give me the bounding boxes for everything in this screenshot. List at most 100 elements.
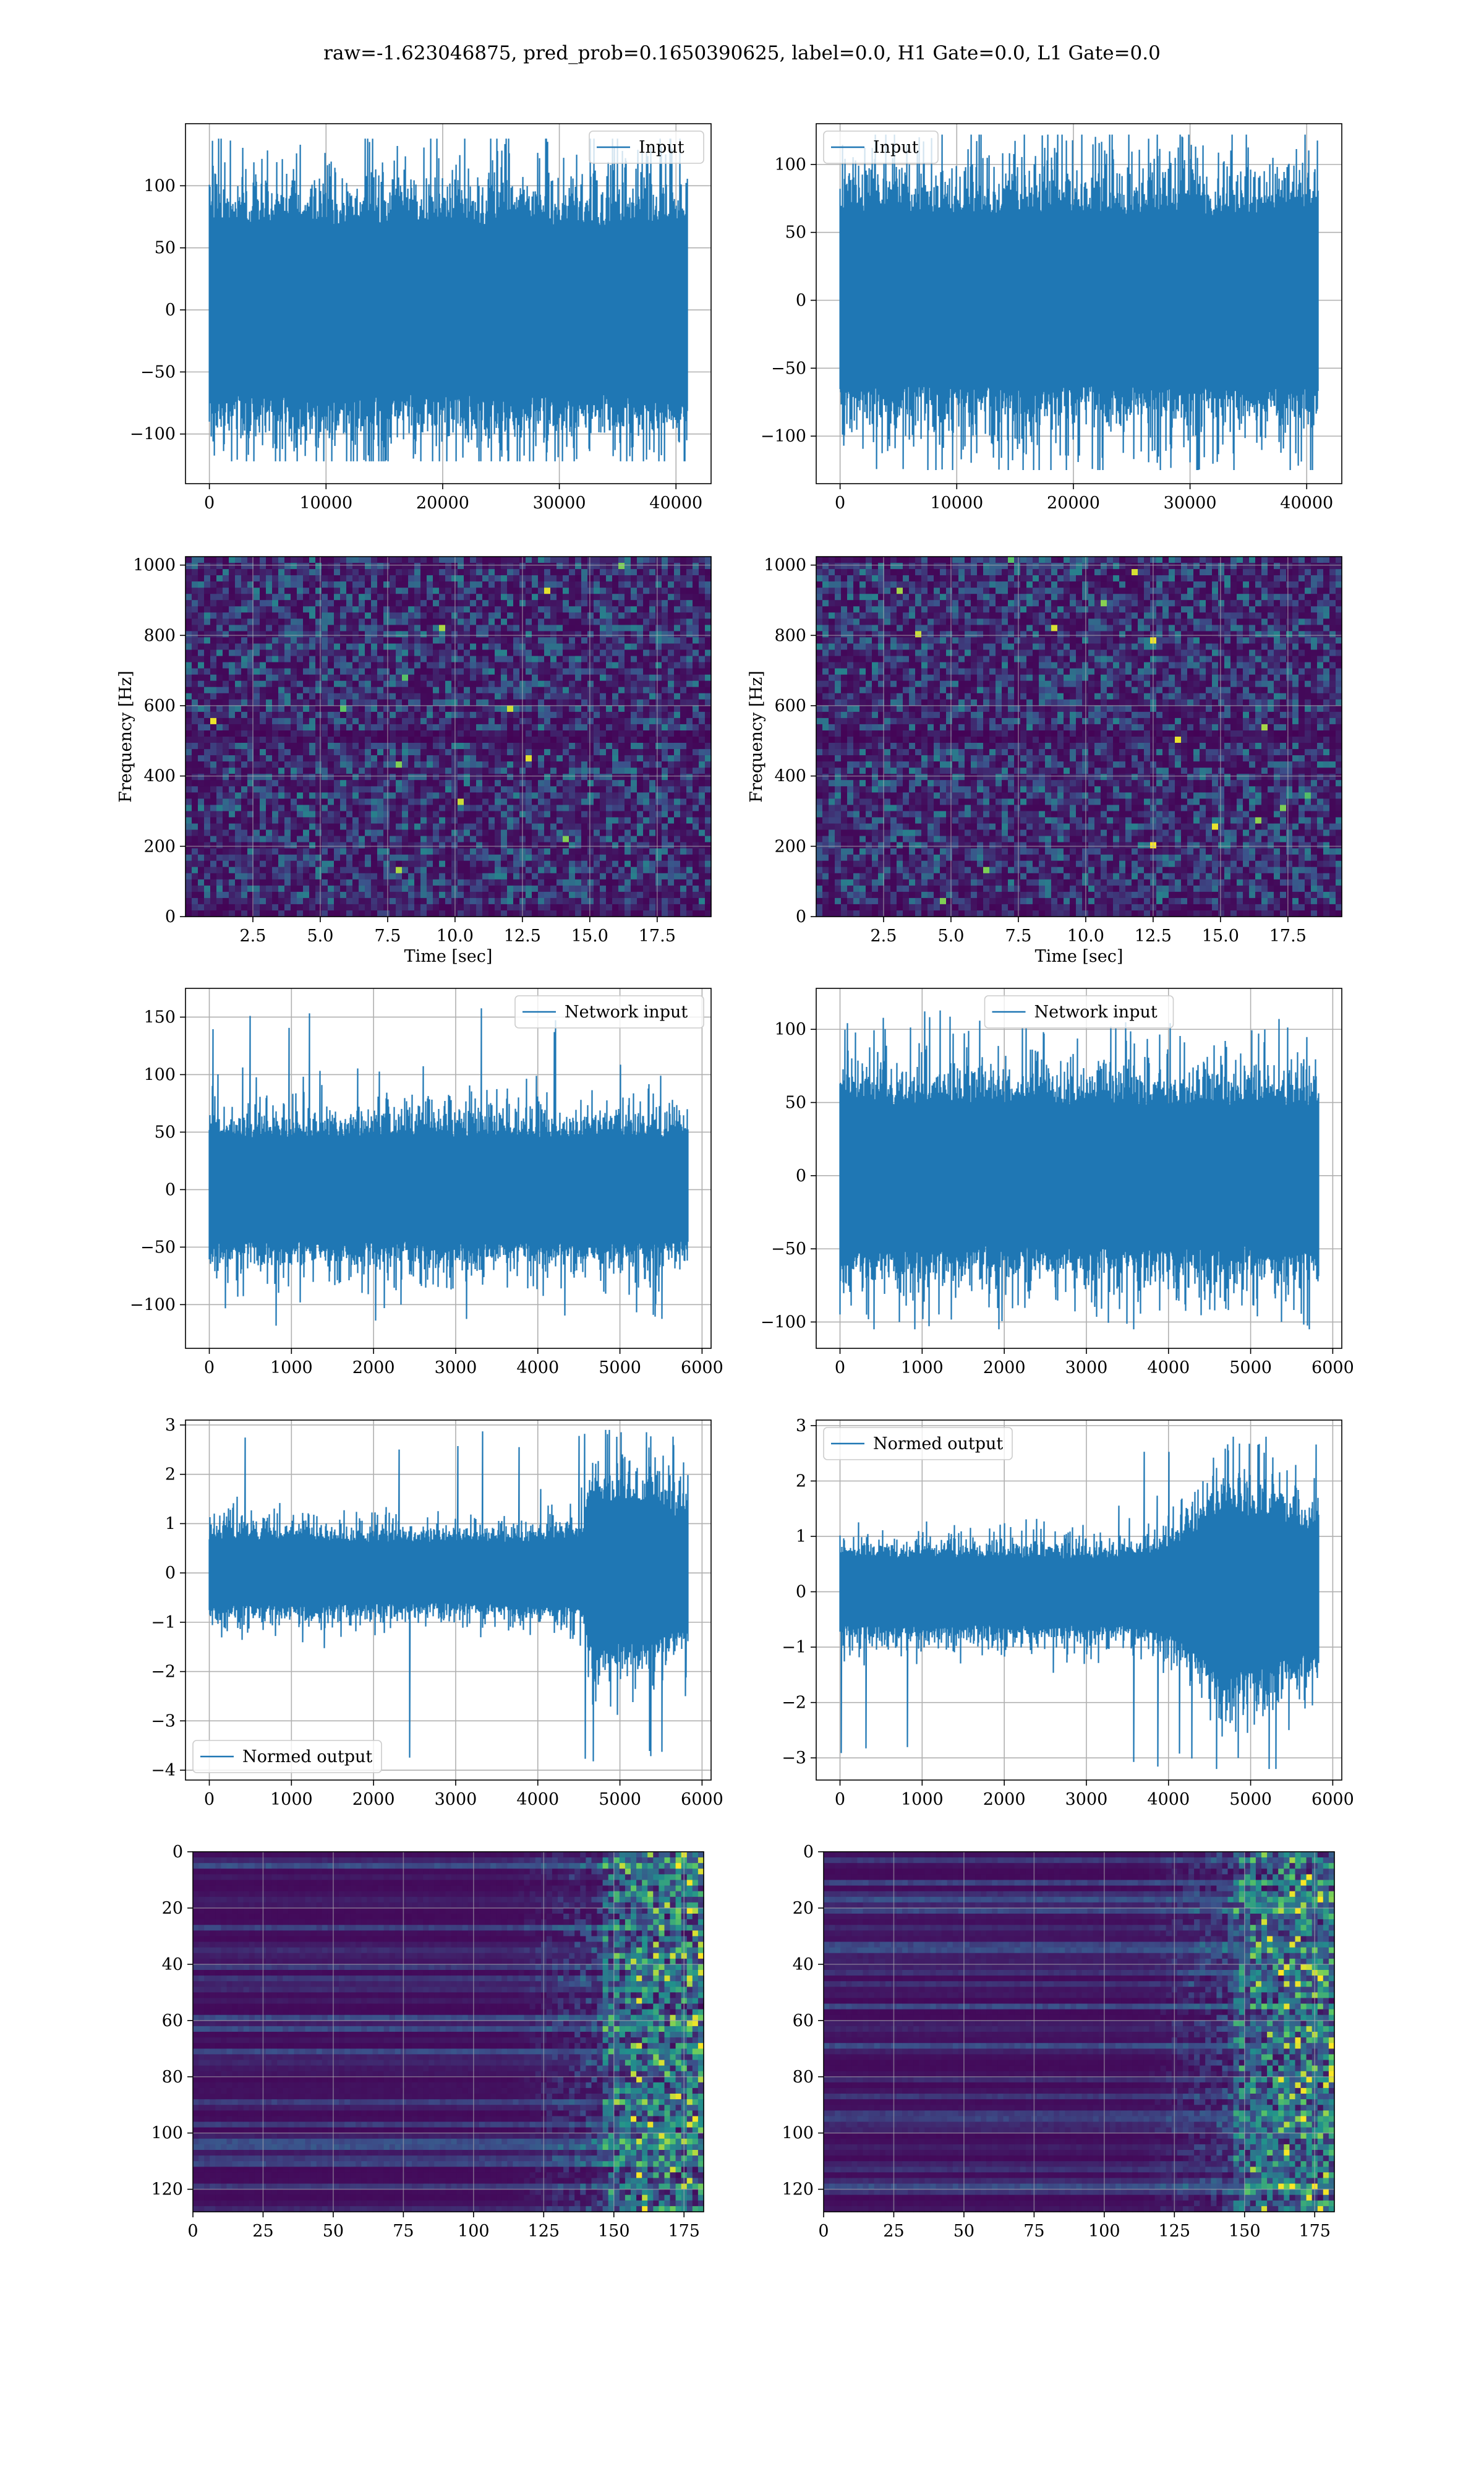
heatmap-cell [284, 600, 291, 607]
heatmap-cell [352, 693, 359, 700]
heatmap-cell [587, 780, 594, 787]
heatmap-cell [315, 687, 322, 694]
heatmap-cell [204, 805, 211, 811]
heatmap-cell [340, 631, 347, 638]
heatmap-cell [637, 774, 644, 781]
heatmap-cell [334, 674, 341, 682]
heatmap-cell [581, 649, 588, 657]
heatmap-cell [223, 730, 229, 737]
heatmap-cell [581, 674, 588, 682]
heatmap-cell [693, 668, 699, 675]
heatmap-cell [600, 699, 607, 706]
heatmap-cell [420, 631, 427, 638]
heatmap-cell [532, 637, 539, 644]
heatmap-cell [198, 717, 205, 725]
heatmap-cell [210, 643, 217, 651]
heatmap-cell [662, 774, 668, 781]
heatmap-cell [272, 581, 279, 588]
heatmap-cell [247, 873, 254, 880]
heatmap-cell [346, 749, 353, 756]
heatmap-cell [340, 805, 347, 811]
heatmap-cell [631, 805, 638, 811]
heatmap-cell [501, 612, 508, 619]
heatmap-cell [532, 904, 539, 911]
heatmap-cell [476, 761, 483, 768]
heatmap-cell [637, 817, 644, 824]
heatmap-cell [396, 786, 403, 793]
heatmap-cell [495, 680, 501, 688]
heatmap-cell [470, 600, 477, 607]
heatmap-cell [655, 656, 662, 663]
heatmap-cell [334, 581, 341, 588]
heatmap-cell [501, 879, 508, 886]
heatmap-cell [587, 743, 594, 750]
heatmap-cell [612, 792, 619, 799]
heatmap-cell [241, 680, 248, 688]
heatmap-cell [482, 885, 489, 892]
heatmap-cell [377, 891, 384, 899]
heatmap-cell [340, 743, 347, 750]
heatmap-cell [396, 569, 403, 576]
heatmap-cell [315, 600, 322, 607]
heatmap-cell [470, 780, 477, 787]
heatmap-cell [674, 805, 681, 811]
heatmap-cell [655, 693, 662, 700]
heatmap-cell [414, 656, 421, 663]
heatmap-cell [501, 575, 508, 582]
heatmap-cell [600, 656, 607, 663]
heatmap-cell [291, 680, 297, 688]
heatmap-cell [507, 631, 514, 638]
heatmap-cell [563, 768, 569, 774]
heatmap-cell [705, 836, 712, 843]
heatmap-cell [637, 563, 644, 570]
heatmap-cell [482, 643, 489, 651]
heatmap-cell [297, 687, 304, 694]
heatmap-cell [241, 737, 248, 743]
heatmap-cell [192, 699, 198, 706]
heatmap-cell [476, 637, 483, 644]
heatmap-cell [186, 612, 192, 619]
heatmap-cell [631, 643, 638, 651]
heatmap-cell [476, 687, 483, 694]
heatmap-cell [303, 897, 310, 905]
heatmap-cell [637, 904, 644, 911]
heatmap-cell [618, 811, 625, 818]
heatmap-cell [587, 600, 594, 607]
heatmap-cell [192, 662, 198, 669]
heatmap-cell [612, 674, 619, 682]
heatmap-cell [297, 854, 304, 862]
heatmap-cell [643, 705, 650, 713]
heatmap-cell [476, 730, 483, 737]
heatmap-cell [507, 606, 514, 613]
heatmap-cell [643, 786, 650, 793]
heatmap-cell [340, 786, 347, 793]
heatmap-cell [266, 823, 273, 831]
heatmap-cell [192, 848, 198, 855]
heatmap-cell [291, 612, 297, 619]
heatmap-cell [390, 612, 396, 619]
heatmap-cell [328, 737, 335, 743]
heatmap-cell [433, 668, 440, 675]
heatmap-cell [229, 612, 236, 619]
heatmap-cell [513, 817, 520, 824]
heatmap-cell [247, 792, 254, 799]
heatmap-cell [427, 817, 433, 824]
heatmap-cell [433, 637, 440, 644]
heatmap-cell [352, 879, 359, 886]
heatmap-cell [309, 792, 316, 799]
heatmap-cell [693, 798, 699, 805]
heatmap-cell [662, 842, 668, 849]
heatmap-cell [501, 711, 508, 719]
heatmap-cell [699, 724, 706, 731]
heatmap-cell [383, 811, 390, 818]
heatmap-cell [606, 618, 613, 625]
heatmap-cell [501, 842, 508, 849]
heatmap-cell [526, 749, 532, 756]
heatmap-cell [315, 780, 322, 787]
heatmap-cell [649, 687, 656, 694]
heatmap-cell [328, 569, 335, 576]
heatmap-cell [359, 600, 365, 607]
heatmap-cell [377, 749, 384, 756]
heatmap-cell [340, 873, 347, 880]
heatmap-cell [371, 867, 378, 874]
